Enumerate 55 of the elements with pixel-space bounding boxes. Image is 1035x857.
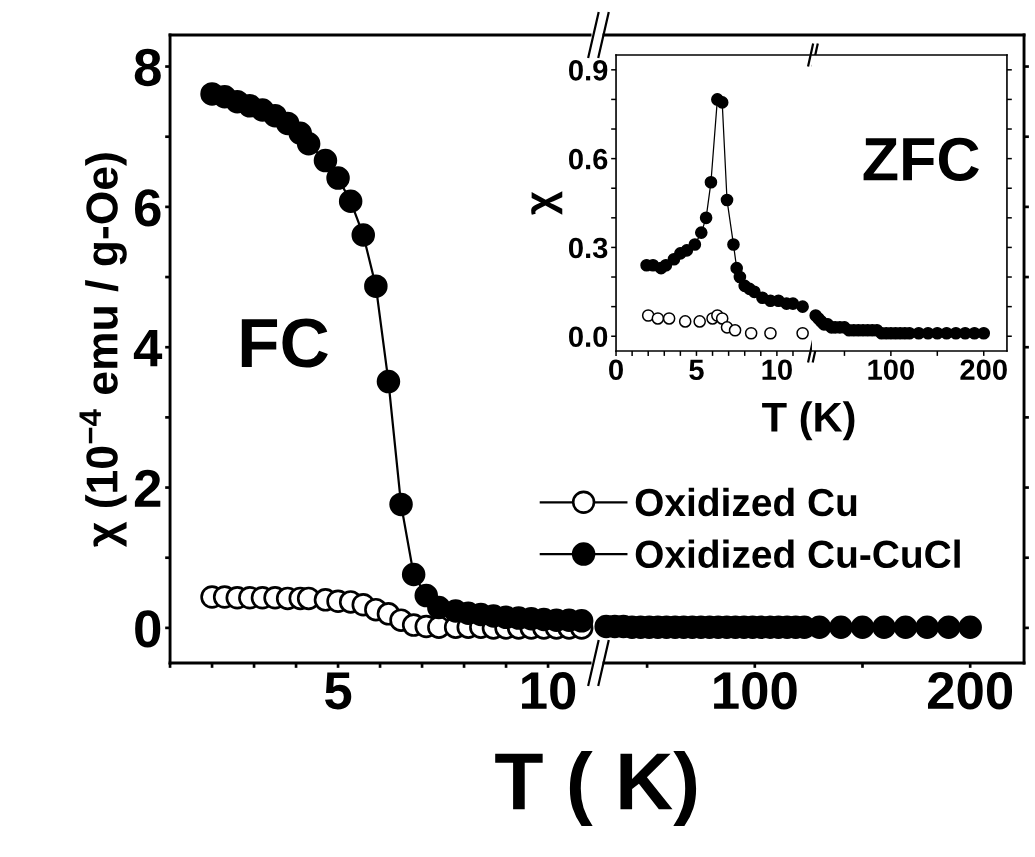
y-tick-label: 0 [135, 610, 161, 648]
point [704, 176, 718, 189]
y-tick-label: 2 [134, 469, 161, 507]
y-tick-label: 4 [133, 330, 163, 367]
point [376, 369, 401, 394]
point [977, 326, 991, 340]
point [678, 315, 692, 328]
point [641, 309, 655, 322]
point [733, 270, 747, 284]
x-tick-label: 200 [927, 672, 1013, 710]
point [715, 96, 729, 109]
point [651, 312, 665, 325]
y-tick-label: 6 [134, 189, 161, 227]
point [351, 223, 376, 247]
point [364, 274, 388, 298]
y-axis-title: χ (10$^{−4}$ emu / g-Oe) [79, 153, 127, 547]
point [764, 326, 777, 340]
x-tick-label: 5 [325, 672, 352, 710]
point [796, 300, 809, 313]
point [694, 226, 708, 239]
y-tick-label: 0.0 [569, 326, 608, 348]
legend-label: Oxidized Cu [635, 487, 857, 517]
point [728, 324, 742, 337]
point [326, 166, 350, 190]
x-axis-title: T ( K) [495, 750, 697, 826]
x-tick-label: 10 [522, 672, 576, 710]
y-tick-label: 0.9 [569, 60, 608, 81]
point [401, 562, 426, 587]
x-tick-label: 100 [714, 672, 797, 710]
point [727, 238, 740, 251]
point [693, 315, 706, 328]
y-axis-title: χ [531, 191, 563, 215]
point [662, 312, 676, 325]
x-tick-label: 5 [689, 359, 704, 381]
point [796, 326, 809, 340]
point [720, 193, 734, 207]
point [296, 131, 321, 156]
point [338, 189, 363, 214]
y-tick-label: 0.3 [569, 237, 608, 259]
y-tick-label: 0.6 [569, 148, 608, 170]
point [389, 492, 413, 517]
x-axis-title: T (K) [762, 401, 855, 441]
y-tick-label: 8 [134, 48, 161, 87]
x-tick-label: 0 [609, 359, 623, 381]
point [313, 148, 338, 173]
point [748, 285, 761, 299]
legend-label: Oxidized Cu-CuCl [635, 539, 960, 569]
point [688, 238, 702, 251]
x-tick-label: 10 [762, 359, 792, 381]
annotation: FC [241, 318, 328, 368]
x-tick-label: 100 [868, 359, 915, 381]
point [699, 211, 713, 225]
point [744, 326, 758, 340]
x-tick-label: 200 [960, 359, 1007, 381]
annotation: ZFC [863, 137, 979, 181]
